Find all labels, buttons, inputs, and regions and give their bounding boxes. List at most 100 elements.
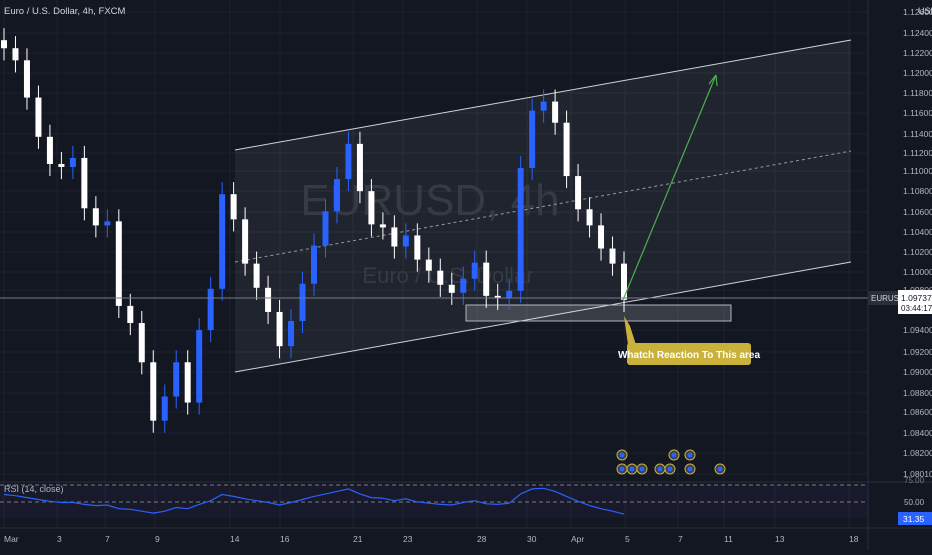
price-tick-label: 1.11600 [903,108,932,118]
candle-body[interactable] [437,270,444,285]
candle-body[interactable] [184,362,191,403]
time-tick-label: 11 [724,534,733,544]
candle-body[interactable] [242,219,249,264]
support-zone-box[interactable] [465,304,732,322]
symbol-badge [868,291,898,305]
candle-body[interactable] [219,194,226,289]
candle-body[interactable] [529,110,536,169]
event-flag-icon[interactable] [636,463,648,475]
candle-body[interactable] [414,235,421,260]
candle-body[interactable] [460,278,467,293]
price-tick-label: 1.08010 [903,469,932,479]
candle-body[interactable] [138,323,145,363]
candle-body[interactable] [506,290,513,298]
candle-body[interactable] [253,263,260,288]
candle-body[interactable] [207,288,214,331]
time-tick-label: 5 [625,534,630,544]
candle-body[interactable] [230,194,237,220]
time-tick-label: 14 [230,534,240,544]
candle-body[interactable] [563,122,570,177]
rsi-label: RSI (14, close) [4,484,64,494]
rsi-value-badge [898,512,932,525]
event-flag-icon[interactable] [684,449,696,461]
price-tick-label: 1.12400 [903,28,932,38]
candle-body[interactable] [483,262,490,296]
candle-body[interactable] [517,168,524,291]
channel-lower-line[interactable] [234,261,852,373]
candle-body[interactable] [494,295,501,298]
candle-body[interactable] [104,221,111,226]
event-flag-icon[interactable] [714,463,726,475]
time-tick-label: 18 [849,534,859,544]
candle-body[interactable] [379,224,386,228]
candle-body[interactable] [552,101,559,123]
event-flag-icon[interactable] [616,449,628,461]
callout-box[interactable] [627,343,751,365]
candle-body[interactable] [173,362,180,397]
price-tick-label: 1.11200 [903,148,932,158]
candle-body[interactable] [425,259,432,271]
candle-body[interactable] [115,221,122,306]
candle-body[interactable] [368,191,375,225]
candle-body[interactable] [391,227,398,247]
time-axis[interactable]: Mar 3 7 9 14 16 21 23 28 30 Apr 5 7 11 13 18 [4,534,859,544]
candle-body[interactable] [598,225,605,249]
candle-body[interactable] [402,235,409,247]
candle-body[interactable] [35,97,42,137]
price-tick-label: 1.08200 [903,448,932,458]
channel-upper-line[interactable] [234,39,852,151]
price-tick-label: 1.09400 [903,325,932,335]
candle-body[interactable] [621,263,627,300]
price-tick-label: 1.10000 [903,267,932,277]
event-flag-icon[interactable] [668,449,680,461]
price-tick-label: 1.10800 [903,186,932,196]
candle-body[interactable] [575,176,582,210]
event-flag-icon[interactable] [626,463,638,475]
candle-body[interactable] [586,209,593,226]
candle-body[interactable] [322,211,329,246]
candle-body[interactable] [46,136,53,164]
candle-body[interactable] [92,208,99,226]
candle-body[interactable] [150,362,157,421]
candle-body[interactable] [333,179,340,212]
candle-body[interactable] [265,287,272,312]
price-tick-label: 1.08800 [903,388,932,398]
event-flag-icon[interactable] [684,463,696,475]
watermark-symbol: EURUSD, 4h [300,176,559,225]
event-flag-icon[interactable] [616,463,628,475]
candle-body[interactable] [288,321,295,347]
time-tick-label: Apr [571,534,584,544]
economic-events[interactable] [616,449,726,475]
candle-body[interactable] [540,101,547,111]
candle-body[interactable] [196,330,203,403]
rsi-level-50: 50.00 [904,498,925,507]
candle-body[interactable] [299,283,306,322]
countdown-text: 03:44:17 [901,304,932,313]
event-flag-icon[interactable] [654,463,666,475]
price-axis[interactable]: 1.12600 1.12400 1.12200 1.12000 1.11800 1.116… [903,7,932,479]
price-tick-label: 1.09200 [903,347,932,357]
candle-body[interactable] [448,284,455,293]
candle-body[interactable] [471,262,478,279]
price-tick-label: 1.12600 [903,7,932,17]
candle-body[interactable] [356,143,363,192]
channel-mid-line[interactable] [234,150,852,263]
candle-body[interactable] [1,40,7,49]
candle-body[interactable] [609,248,616,264]
candle-body[interactable] [161,396,168,421]
target-arrow-line[interactable] [622,74,717,301]
symbol-title[interactable]: Euro / U.S. Dollar, 4h, FXCM [4,6,126,17]
time-tick-label: 16 [280,534,290,544]
candle-body[interactable] [127,305,134,324]
candle-body[interactable] [12,48,19,61]
candle-body[interactable] [345,143,352,180]
event-flag-icon[interactable] [664,463,676,475]
candle-body[interactable] [276,311,283,347]
candle-body[interactable] [58,163,65,168]
candle-body[interactable] [311,245,317,284]
candle-body[interactable] [81,157,88,209]
candle-body[interactable] [23,60,30,98]
candle-body[interactable] [69,157,76,168]
